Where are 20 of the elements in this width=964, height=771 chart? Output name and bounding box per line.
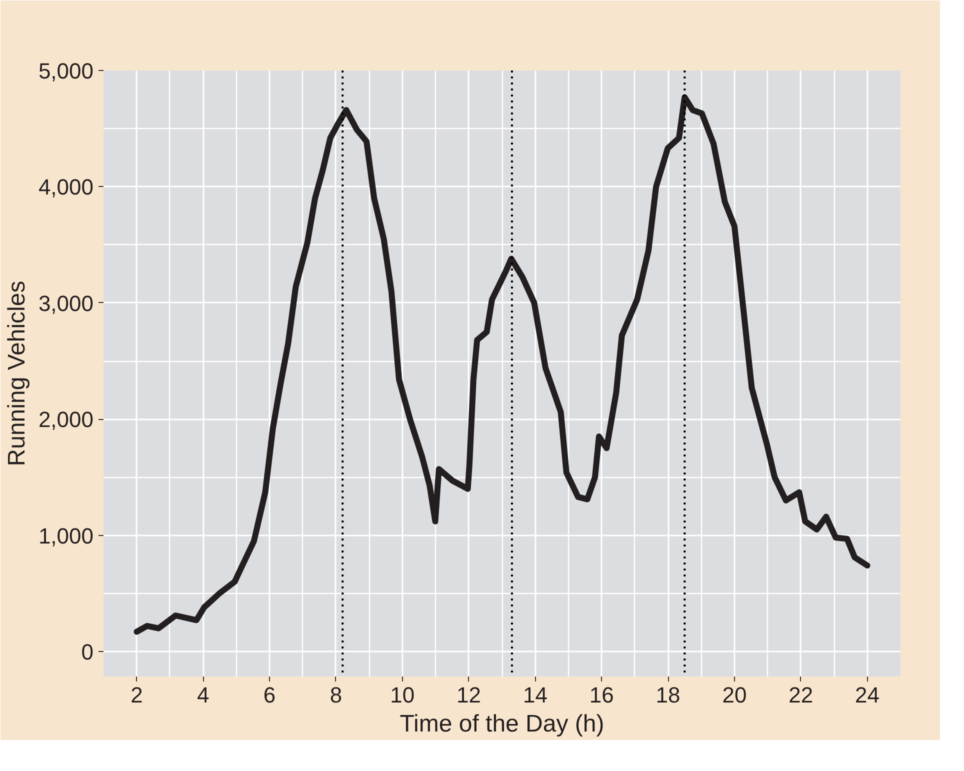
y-tick-label: 4,000 (38, 174, 94, 200)
x-tick-label: 4 (197, 682, 210, 708)
x-tick-label: 22 (788, 682, 814, 708)
y-tick-label: 5,000 (38, 58, 94, 84)
x-tick-label: 12 (456, 682, 482, 708)
y-tick-label: 3,000 (38, 290, 94, 316)
y-tick-label: 0 (81, 640, 94, 665)
y-tick-label: 1,000 (38, 523, 94, 548)
x-tick-label: 16 (589, 682, 614, 708)
x-tick-label: 18 (656, 682, 680, 708)
y-axis-title: Running Vehicles (3, 280, 30, 466)
x-axis-title: Time of the Day (h) (400, 710, 604, 738)
x-tick-label: 14 (522, 682, 548, 708)
x-tick-label: 6 (263, 682, 276, 708)
y-tick-label: 2,000 (38, 407, 94, 432)
x-tick-label: 10 (390, 682, 415, 708)
x-tick-label: 8 (330, 682, 342, 708)
x-tick-label: 2 (130, 682, 143, 708)
x-tick-label: 20 (722, 682, 747, 708)
x-tick-label: 24 (855, 682, 880, 708)
